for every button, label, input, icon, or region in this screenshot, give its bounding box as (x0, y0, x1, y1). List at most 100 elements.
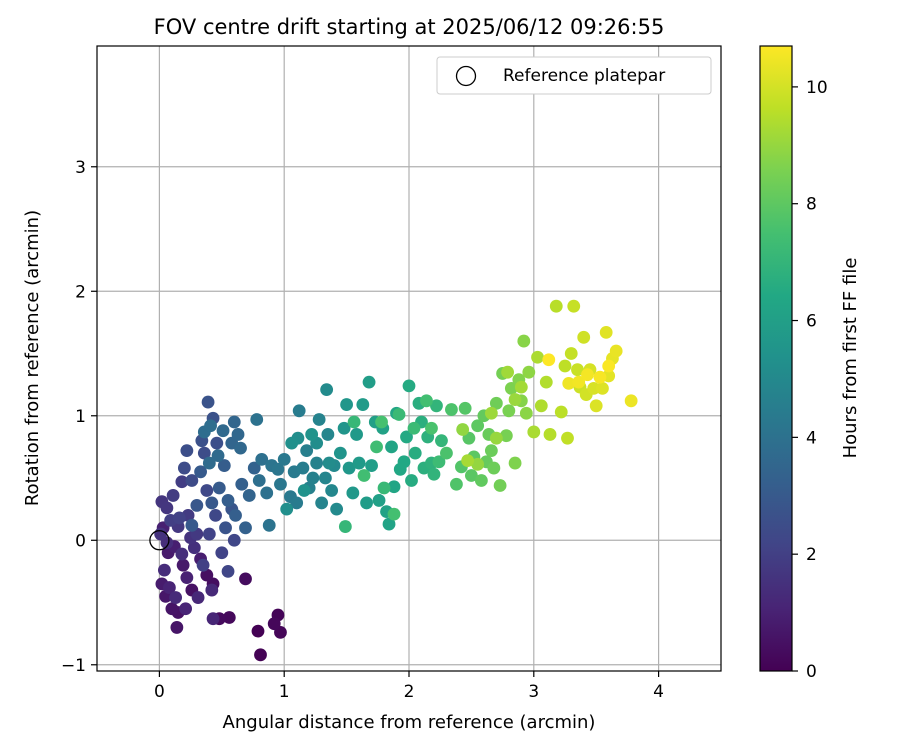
data-point (315, 497, 328, 510)
data-point (228, 534, 241, 547)
data-point (310, 457, 323, 470)
data-point (450, 478, 463, 491)
data-point (274, 478, 287, 491)
data-point (378, 482, 391, 495)
data-point (581, 368, 594, 381)
data-point (501, 366, 514, 379)
data-point (173, 511, 186, 524)
data-point (487, 462, 500, 475)
data-point (280, 503, 293, 516)
x-tick-label: 1 (279, 682, 290, 702)
data-point (385, 440, 398, 453)
data-point (293, 404, 306, 417)
data-point (158, 564, 171, 577)
data-point (217, 424, 230, 437)
data-point (403, 379, 416, 392)
data-point (485, 444, 498, 457)
data-point (370, 440, 383, 453)
data-point (456, 423, 469, 436)
legend-label: Reference platepar (503, 66, 665, 86)
data-point (577, 331, 590, 344)
data-point (490, 432, 503, 445)
colorbar-tick-label: 0 (806, 662, 817, 682)
colorbar-label: Hours from first FF file (840, 258, 861, 459)
data-point (542, 353, 555, 366)
data-point (252, 625, 265, 638)
chart-title: FOV centre drift starting at 2025/06/12 … (154, 15, 665, 39)
legend: Reference platepar (437, 57, 711, 94)
data-point (428, 468, 441, 481)
data-point (154, 528, 167, 541)
data-point (250, 413, 263, 426)
data-point (559, 360, 572, 373)
data-point (254, 648, 267, 661)
data-point (360, 497, 373, 510)
data-point (203, 457, 216, 470)
data-point (222, 565, 235, 578)
data-point (169, 591, 182, 604)
data-point (243, 489, 256, 502)
colorbar-tick-label: 2 (806, 545, 817, 565)
data-point (253, 474, 266, 487)
data-point (285, 437, 298, 450)
data-point (260, 487, 273, 500)
data-point (170, 621, 183, 634)
data-point (494, 479, 507, 492)
data-point (232, 428, 245, 441)
data-point (461, 454, 474, 467)
data-point (205, 497, 218, 510)
data-point (346, 487, 359, 500)
data-point (590, 399, 603, 412)
data-point (167, 489, 180, 502)
data-point (509, 457, 522, 470)
data-point (203, 528, 216, 541)
data-point (234, 442, 247, 455)
data-point (339, 520, 352, 533)
colorbar-tick-label: 8 (806, 195, 817, 215)
data-point (408, 422, 421, 435)
data-point (165, 602, 178, 615)
data-point (213, 482, 226, 495)
data-point (561, 432, 574, 445)
data-point (535, 399, 548, 412)
data-point (178, 462, 191, 475)
data-point (160, 502, 173, 515)
x-tick-label: 4 (653, 682, 664, 702)
data-point (190, 499, 203, 512)
data-point (517, 335, 530, 348)
data-point (353, 457, 366, 470)
data-point (610, 345, 623, 358)
data-point (278, 453, 291, 466)
data-point (544, 428, 557, 441)
y-axis-label: Rotation from reference (arcmin) (22, 210, 43, 506)
data-point (313, 413, 326, 426)
data-point (420, 394, 433, 407)
data-point (425, 422, 438, 435)
data-point (502, 404, 515, 417)
data-point (219, 521, 232, 534)
data-point (358, 469, 371, 482)
data-point (475, 474, 488, 487)
data-point (298, 484, 311, 497)
data-point (520, 407, 533, 420)
data-point (340, 398, 353, 411)
data-point (515, 381, 528, 394)
data-point (375, 416, 388, 429)
data-point (228, 416, 241, 429)
data-point (210, 437, 223, 450)
data-point (320, 383, 333, 396)
data-point (323, 457, 336, 470)
data-point (445, 403, 458, 416)
data-point (373, 494, 386, 507)
data-point (350, 428, 363, 441)
y-tick-label: 0 (75, 531, 86, 551)
x-axis-label: Angular distance from reference (arcmin) (223, 712, 596, 733)
data-point (319, 472, 332, 485)
data-point (405, 474, 418, 487)
data-point (625, 394, 638, 407)
data-point (531, 351, 544, 364)
data-point (567, 300, 580, 313)
data-point (602, 360, 615, 373)
data-point (565, 347, 578, 360)
